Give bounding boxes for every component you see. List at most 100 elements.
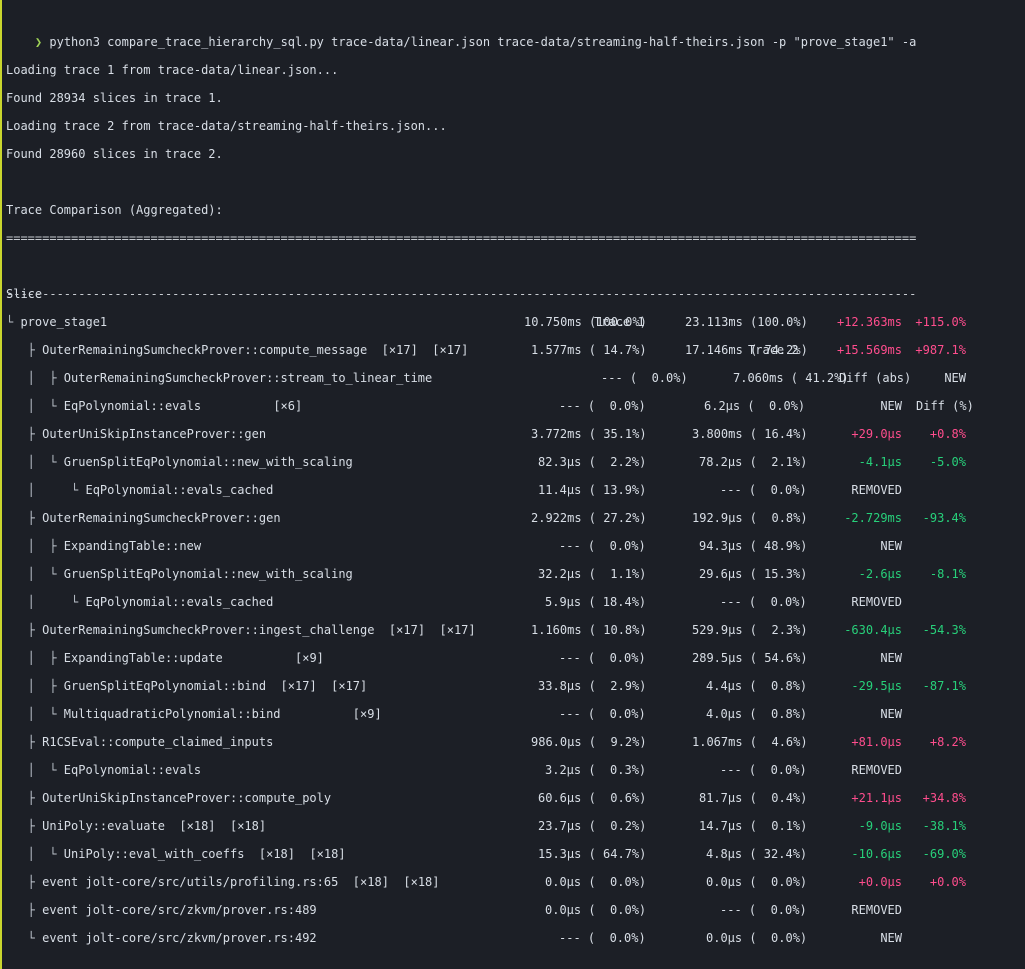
diff-abs-value: REMOVED (851, 903, 902, 917)
diff-pct-value: -5.0% (929, 455, 966, 469)
slice-name: OuterRemainingSumcheckProver::compute_me… (42, 343, 368, 357)
trace1-value: 5.9μs ( 18.4%) (545, 595, 647, 609)
tree-branch-icon: ├ (6, 343, 43, 357)
slice-cell: ├ event jolt-core/src/zkvm/prover.rs:489 (6, 896, 317, 924)
command-text: python3 compare_trace_hierarchy_sql.py t… (49, 35, 917, 49)
trace1-value: 10.750ms (100.0%) (524, 315, 647, 329)
call-count: [×17] [×17] (374, 623, 476, 637)
single-rule: ----------------------------------------… (6, 287, 916, 301)
call-count: [×9] (280, 707, 382, 721)
trace2-value: 7.060ms ( 41.2%) (733, 371, 849, 385)
diff-abs-value: -9.0μs (858, 819, 902, 833)
table-row: │ ├ GruenSplitEqPolynomial::bind [×17] [… (0, 672, 1025, 700)
slice-name: R1CSEval::compute_claimed_inputs (42, 735, 274, 749)
slice-cell: ├ event jolt-core/src/utils/profiling.rs… (6, 868, 440, 896)
header-diff-pct: Diff (%) (916, 399, 974, 413)
diff-pct-value: +987.1% (915, 343, 966, 357)
diff-pct-value: +0.8% (929, 427, 966, 441)
trace1-value: 3.772ms ( 35.1%) (531, 427, 647, 441)
slice-name: MultiquadraticPolynomial::bind (63, 707, 281, 721)
table-row: │ └ GruenSplitEqPolynomial::new_with_sca… (0, 560, 1025, 588)
tree-branch-icon: └ (6, 315, 21, 329)
trace1-value: --- ( 0.0%) (559, 399, 646, 413)
command-line: ❯ python3 compare_trace_hierarchy_sql.py… (6, 0, 916, 49)
trace1-value: --- ( 0.0%) (559, 539, 646, 553)
table-row: ├ OuterRemainingSumcheckProver::ingest_c… (0, 616, 1025, 644)
tree-branch-icon: ├ (6, 427, 43, 441)
slice-name: event jolt-core/src/zkvm/prover.rs:492 (42, 931, 317, 945)
diff-abs-value: NEW (880, 539, 902, 553)
tree-branch-icon: │ └ (6, 763, 64, 777)
tree-branch-icon: │ ├ (6, 651, 64, 665)
diff-abs-value: NEW (880, 707, 902, 721)
tree-branch-icon: │ └ (6, 567, 64, 581)
tree-branch-icon: │ ├ (6, 539, 64, 553)
table-row: │ └ GruenSplitEqPolynomial::new_with_sca… (0, 448, 1025, 476)
trace2-value: 78.2μs ( 2.1%) (699, 455, 808, 469)
slice-cell: │ └ GruenSplitEqPolynomial::new_with_sca… (6, 560, 353, 588)
slice-name: ExpandingTable::new (63, 539, 202, 553)
trace1-value: 3.2μs ( 0.3%) (545, 763, 647, 777)
trace2-value: 17.146ms ( 74.2%) (685, 343, 808, 357)
trace1-value: --- ( 0.0%) (559, 707, 646, 721)
trace2-value: 29.6μs ( 15.3%) (699, 567, 808, 581)
tree-branch-icon: ├ (6, 875, 43, 889)
trace2-value: 1.067ms ( 4.6%) (692, 735, 808, 749)
log-line: Loading trace 2 from trace-data/streamin… (6, 119, 447, 133)
trace2-value: 6.2μs ( 0.0%) (704, 399, 806, 413)
slice-name: UniPoly::evaluate (42, 819, 165, 833)
tree-branch-icon: ├ (6, 791, 43, 805)
trace1-value: 82.3μs ( 2.2%) (538, 455, 647, 469)
diff-abs-value: -2.729ms (844, 511, 902, 525)
slice-cell: │ └ EqPolynomial::evals (6, 756, 201, 784)
trace2-value: 4.0μs ( 0.8%) (706, 707, 808, 721)
trace1-value: 23.7μs ( 0.2%) (538, 819, 647, 833)
diff-abs-value: REMOVED (851, 483, 902, 497)
table-row: │ └ UniPoly::eval_with_coeffs [×18] [×18… (0, 840, 1025, 868)
slice-cell: └ event jolt-core/src/zkvm/prover.rs:492 (6, 924, 317, 952)
tree-branch-icon: ├ (6, 511, 43, 525)
diff-pct-value: +115.0% (915, 315, 966, 329)
tree-branch-icon: │ └ (6, 483, 86, 497)
trace1-value: 1.577ms ( 14.7%) (531, 343, 647, 357)
header-diff-abs: Diff (abs) (839, 371, 912, 385)
diff-pct-value: -8.1% (929, 567, 966, 581)
slice-name: OuterRemainingSumcheckProver::ingest_cha… (42, 623, 375, 637)
diff-pct-value: -87.1% (922, 679, 966, 693)
diff-pct-value: +8.2% (929, 735, 966, 749)
table-row: │ ├ OuterRemainingSumcheckProver::stream… (0, 364, 1025, 392)
table-row: │ └ EqPolynomial::evals [×6] --- ( 0.0%) 6… (0, 392, 1025, 420)
call-count: [×9] (222, 651, 324, 665)
log-line: Found 28934 slices in trace 1. (6, 91, 223, 105)
diff-pct-value: +0.0% (929, 875, 966, 889)
slice-name: UniPoly::eval_with_coeffs (63, 847, 245, 861)
diff-abs-value: NEW (880, 399, 902, 413)
trace1-value: 1.160ms ( 10.8%) (531, 623, 647, 637)
trace2-value: 0.0μs ( 0.0%) (706, 875, 808, 889)
trace2-value: 94.3μs ( 48.9%) (699, 539, 808, 553)
log-line: Found 28960 slices in trace 2. (6, 147, 223, 161)
slice-name: EqPolynomial::evals (63, 399, 202, 413)
slice-name: GruenSplitEqPolynomial::new_with_scaling (63, 567, 353, 581)
header-trace2: Trace 2 (748, 343, 799, 357)
table-row: ├ event jolt-core/src/utils/profiling.rs… (0, 868, 1025, 896)
trace1-value: 2.922ms ( 27.2%) (531, 511, 647, 525)
table-row: └ prove_stage1 10.750ms (100.0%) 23.113ms … (0, 308, 1025, 336)
trace2-value: 289.5μs ( 54.6%) (692, 651, 808, 665)
slice-cell: │ └ GruenSplitEqPolynomial::new_with_sca… (6, 448, 353, 476)
slice-cell: │ └ EqPolynomial::evals_cached (6, 588, 274, 616)
slice-name: OuterUniSkipInstanceProver::gen (42, 427, 267, 441)
diff-abs-value: +81.0μs (851, 735, 902, 749)
tree-branch-icon: │ └ (6, 399, 64, 413)
call-count: [×18] [×18] (338, 875, 440, 889)
call-count: [×6] (201, 399, 303, 413)
slice-name: OuterRemainingSumcheckProver::stream_to_… (63, 371, 433, 385)
trace2-value: 81.7μs ( 0.4%) (699, 791, 808, 805)
table-row: │ └ MultiquadraticPolynomial::bind [×9] -… (0, 700, 1025, 728)
slice-name: ExpandingTable::update (63, 651, 223, 665)
diff-pct-value: -38.1% (922, 819, 966, 833)
slice-name: GruenSplitEqPolynomial::bind (63, 679, 267, 693)
slice-cell: │ ├ ExpandingTable::update [×9] (6, 644, 324, 672)
diff-abs-value: -29.5μs (851, 679, 902, 693)
slice-cell: │ ├ ExpandingTable::new (6, 532, 201, 560)
